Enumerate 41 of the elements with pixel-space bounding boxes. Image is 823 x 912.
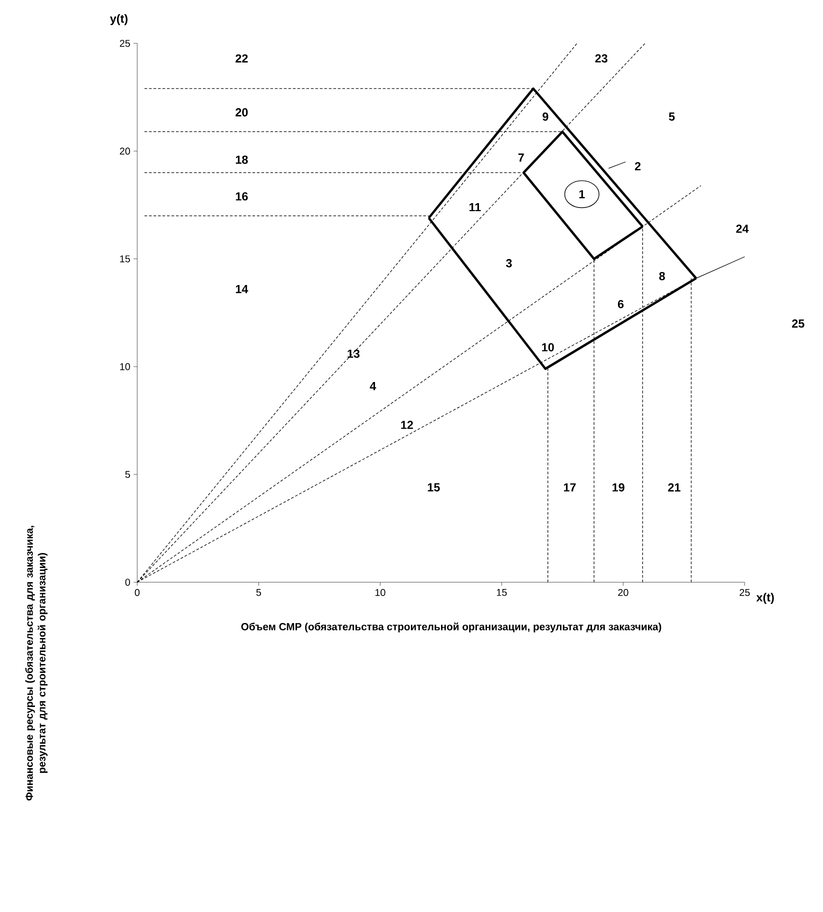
annotation: 21 [668,483,680,492]
x-tick-label: 10 [375,589,386,596]
annotation: 4 [370,382,376,390]
annotation: 2 [634,162,640,170]
annotation: 11 [469,203,481,212]
annotation: 5 [668,112,675,121]
y-axis-title: y(t) [110,14,128,26]
annotation: 6 [618,300,624,308]
y-tick-label: 10 [120,363,130,370]
annotation: 8 [659,272,665,280]
x-tick-label: 5 [256,589,261,596]
annotation: 22 [236,54,248,62]
annotation: 7 [518,154,524,162]
x-tick-label: 25 [740,589,750,596]
text: Объем СМР (обязательства строительной организации, результат для заказчика) [241,622,662,632]
annotation: 15 [428,483,440,492]
annotation: 12 [401,420,413,429]
x-tick-label: 15 [496,589,507,596]
annotation: 1 [579,190,585,198]
text: Финансовые ресурсы (обязательства для заказчика, результат для строительной организации) [25,526,48,801]
annotation: 17 [564,483,576,492]
y-tick-label: 15 [120,255,130,262]
y-tick-label: 20 [120,148,130,155]
annotation: 9 [542,112,548,121]
annotation: 14 [236,285,248,294]
y-tick-label: 25 [120,40,130,47]
x-tick-label: 0 [134,589,140,596]
y-tick-label: 5 [125,470,130,478]
annotation: 16 [236,192,248,201]
annotation: 24 [736,224,749,233]
annotation: 18 [236,156,248,164]
annotation: 13 [348,350,360,358]
y-tick-label: 0 [125,578,130,586]
x-axis-title: x(t) [756,592,774,604]
annotation: 10 [542,343,554,352]
annotation: 19 [612,483,624,492]
text: 25 [792,319,804,328]
annotation: 20 [236,108,248,116]
x-tick-label: 20 [618,589,628,596]
annotation: 23 [595,54,608,63]
annotation: 3 [506,259,512,268]
